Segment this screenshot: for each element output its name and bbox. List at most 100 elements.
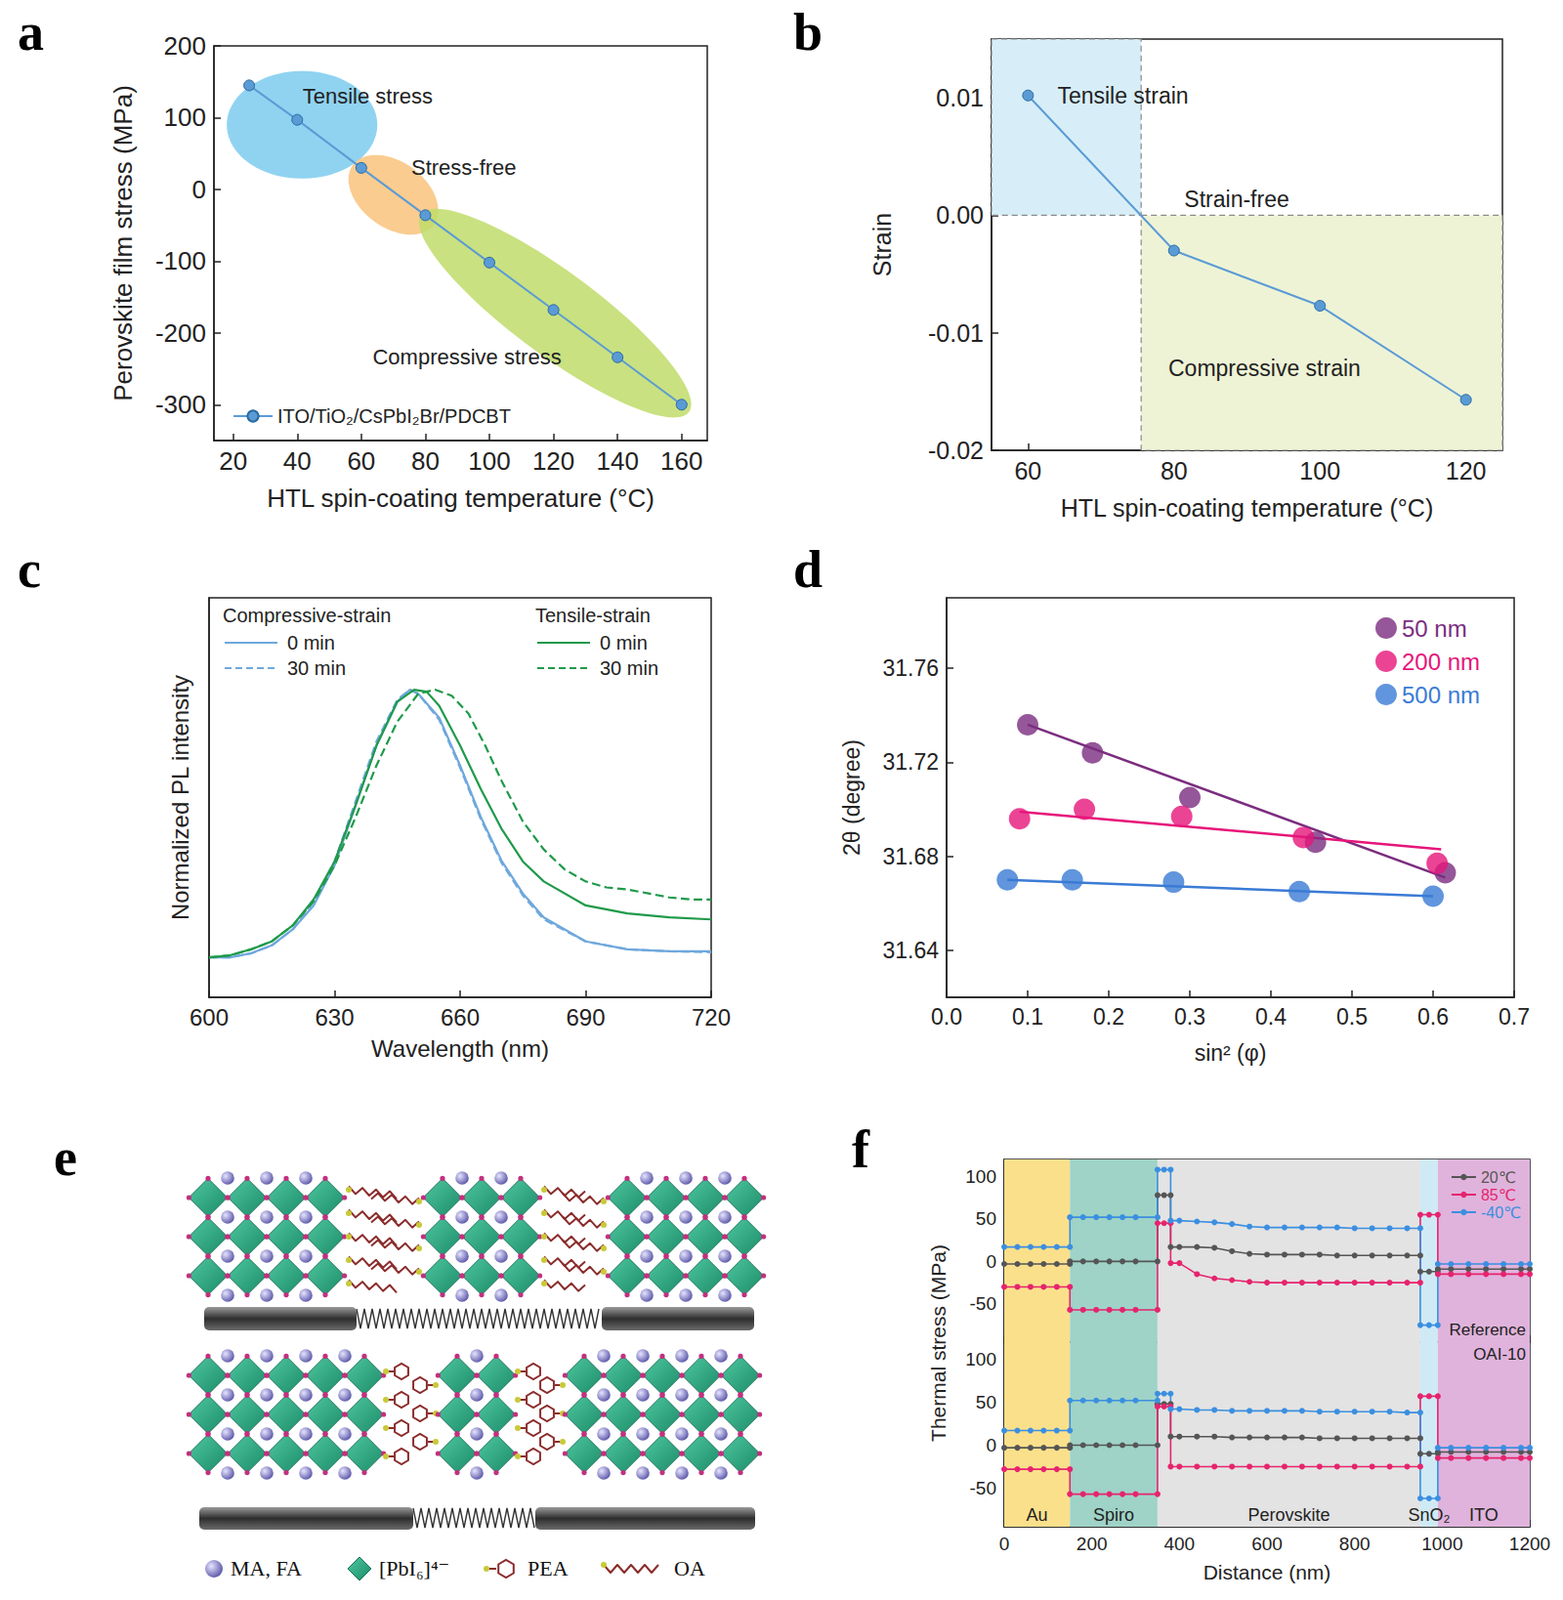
svg-text:200: 200 [164,31,207,61]
svg-text:-300: -300 [155,389,207,420]
svg-text:80: 80 [411,446,440,476]
svg-text:[PbI₆]⁴⁻: [PbI₆]⁴⁻ [379,1556,450,1581]
svg-text:0.4: 0.4 [1255,1004,1287,1030]
svg-text:Normalized PL intensity: Normalized PL intensity [167,675,194,921]
svg-text:31.64: 31.64 [882,937,939,964]
svg-text:0: 0 [999,1533,1011,1555]
svg-text:630: 630 [314,1004,354,1031]
svg-text:20℃: 20℃ [1480,1169,1517,1186]
svg-text:OA: OA [674,1556,706,1581]
svg-text:Perovskite: Perovskite [1247,1505,1330,1525]
svg-text:Thermal stress (MPa): Thermal stress (MPa) [927,1244,950,1442]
svg-text:HTL spin-coating temperature (: HTL spin-coating temperature (°C) [1060,494,1434,522]
svg-text:160: 160 [660,446,703,476]
svg-text:Compressive strain: Compressive strain [1168,355,1361,381]
svg-text:0.3: 0.3 [1174,1004,1206,1030]
svg-text:0 min: 0 min [287,632,336,654]
svg-text:Spiro: Spiro [1093,1505,1135,1525]
svg-text:200: 200 [1076,1533,1108,1555]
svg-text:0.5: 0.5 [1336,1004,1368,1030]
html-text:c: c [17,540,42,599]
svg-text:-100: -100 [155,246,207,276]
svg-text:100: 100 [965,1349,997,1370]
svg-text:Perovskite film stress (MPa): Perovskite film stress (MPa) [108,84,138,402]
svg-text:0.01: 0.01 [935,84,984,112]
svg-text:Compressive stress: Compressive stress [372,344,561,370]
svg-text:0: 0 [192,174,207,205]
svg-text:50: 50 [975,1392,997,1413]
svg-text:50: 50 [975,1208,997,1229]
svg-text:0.0: 0.0 [930,1004,963,1030]
svg-text:400: 400 [1163,1533,1195,1555]
svg-text:0 min: 0 min [599,632,648,654]
svg-text:Tensile stress: Tensile stress [302,84,433,109]
svg-text:31.76: 31.76 [882,655,939,681]
svg-text:-200: -200 [155,318,207,348]
svg-text:660: 660 [440,1004,480,1031]
svg-text:-40℃: -40℃ [1480,1204,1521,1222]
html-text:e: e [53,1128,78,1187]
svg-text:0: 0 [985,1435,997,1456]
svg-text:20: 20 [218,446,248,476]
svg-text:140: 140 [595,446,638,476]
svg-text:60: 60 [346,446,376,476]
svg-text:ITO: ITO [1469,1505,1499,1525]
svg-text:500 nm: 500 nm [1401,681,1480,709]
svg-text:100: 100 [965,1166,997,1187]
svg-text:600: 600 [189,1004,229,1031]
svg-text:Wavelength (nm): Wavelength (nm) [371,1035,550,1062]
svg-text:60: 60 [1013,457,1042,485]
svg-text:Au: Au [1026,1505,1049,1525]
svg-text:600: 600 [1251,1533,1283,1555]
svg-text:2θ (degree): 2θ (degree) [839,739,865,856]
svg-text:0: 0 [985,1251,997,1272]
svg-text:50 nm: 50 nm [1401,615,1468,642]
html-text:b: b [793,2,823,62]
svg-text:Strain-free: Strain-free [1183,186,1289,212]
svg-text:-50: -50 [970,1293,997,1314]
svg-text:Stress-free: Stress-free [411,155,517,180]
svg-text:40: 40 [283,446,312,476]
svg-text:SnO₂: SnO₂ [1407,1505,1450,1525]
svg-text:690: 690 [565,1004,605,1031]
svg-text:HTL spin-coating temperature (: HTL spin-coating temperature (°C) [266,483,655,513]
svg-text:800: 800 [1339,1533,1371,1555]
svg-text:Tensile strain: Tensile strain [1056,83,1188,109]
svg-text:-0.02: -0.02 [928,436,984,465]
svg-text:0.6: 0.6 [1417,1004,1449,1030]
svg-text:0.00: 0.00 [935,201,984,229]
svg-text:PEA: PEA [527,1556,569,1581]
html-text:d: d [793,540,823,599]
html-text:a: a [17,2,44,62]
svg-text:Reference: Reference [1449,1320,1526,1340]
svg-text:200 nm: 200 nm [1401,648,1480,676]
svg-text:120: 120 [1445,457,1487,485]
svg-text:Compressive-strain: Compressive-strain [222,604,391,627]
svg-text:31.72: 31.72 [882,749,939,775]
html-text:f: f [851,1120,870,1180]
svg-text:1200: 1200 [1509,1533,1551,1555]
svg-text:0.2: 0.2 [1093,1004,1125,1030]
svg-text:30 min: 30 min [287,657,346,679]
svg-text:31.68: 31.68 [882,844,939,870]
svg-text:120: 120 [532,446,575,476]
svg-text:720: 720 [691,1004,731,1031]
svg-text:Tensile-strain: Tensile-strain [535,604,651,627]
svg-text:Strain: Strain [868,212,896,277]
svg-text:-50: -50 [970,1478,997,1499]
svg-text:80: 80 [1160,457,1188,485]
svg-text:MA, FA: MA, FA [230,1556,302,1581]
svg-text:-0.01: -0.01 [928,319,984,347]
svg-text:sin² (φ): sin² (φ) [1194,1040,1268,1066]
svg-text:100: 100 [1299,457,1341,485]
svg-text:0.1: 0.1 [1012,1004,1044,1030]
svg-text:0.7: 0.7 [1498,1004,1530,1030]
svg-text:Distance (nm): Distance (nm) [1203,1561,1332,1584]
svg-text:85℃: 85℃ [1480,1186,1517,1204]
svg-text:ITO/TiO₂/CsPbI₂Br/PDCBT: ITO/TiO₂/CsPbI₂Br/PDCBT [277,405,511,427]
svg-text:100: 100 [164,102,207,132]
svg-text:1000: 1000 [1421,1533,1463,1555]
svg-text:100: 100 [467,446,510,476]
svg-text:OAI-10: OAI-10 [1473,1345,1526,1364]
svg-text:30 min: 30 min [599,657,659,679]
